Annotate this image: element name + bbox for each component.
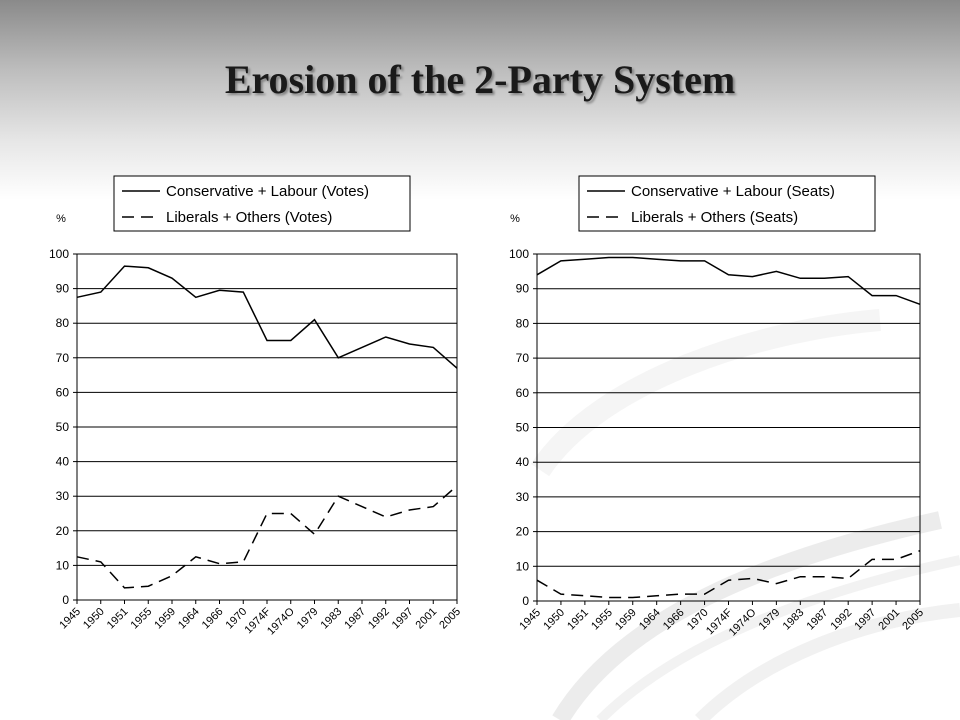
x-tick-label: 1974O <box>727 606 759 638</box>
x-tick-label: 1945 <box>517 607 543 633</box>
x-tick-label: 1951 <box>565 607 591 633</box>
x-tick-label: 1966 <box>661 607 687 633</box>
y-tick-label: 70 <box>56 351 70 365</box>
y-tick-label: 30 <box>516 490 530 504</box>
y-tick-label: 10 <box>56 558 70 572</box>
x-tick-label: 1983 <box>781 607 807 633</box>
slide-title: Erosion of the 2-Party System <box>224 57 736 102</box>
y-tick-label: 90 <box>56 282 70 296</box>
y-tick-label: 20 <box>516 525 530 539</box>
x-tick-label: 1997 <box>852 607 878 633</box>
series-line-2 <box>76 485 458 589</box>
legend-label-1: Conservative + Labour (Votes) <box>166 183 369 200</box>
x-tick-label: 1959 <box>613 607 639 633</box>
legend-box <box>578 175 876 232</box>
x-tick-label: 1987 <box>805 607 831 633</box>
y-tick-label: 90 <box>516 282 530 296</box>
y-tick-label: 40 <box>516 455 530 469</box>
y-tick-label: 100 <box>49 247 69 261</box>
y-tick-label: 80 <box>516 316 530 330</box>
series-line-2 <box>536 549 921 599</box>
legend-label-2: Liberals + Others (Votes) <box>166 209 332 226</box>
y-tick-label: 70 <box>516 351 530 365</box>
x-tick-label: 1992 <box>829 607 855 633</box>
y-tick-label: 0 <box>522 594 529 608</box>
legend-box <box>113 175 411 232</box>
x-tick-label: 1955 <box>589 607 615 633</box>
y-tick-label: 0 <box>62 593 69 607</box>
legend-label-1: Conservative + Labour (Seats) <box>631 183 835 200</box>
y-tick-label: 80 <box>56 316 70 330</box>
y-axis-label: % <box>510 213 520 225</box>
y-tick-label: 20 <box>56 524 70 538</box>
y-axis-label: % <box>56 213 66 225</box>
x-tick-label: 1950 <box>541 607 567 633</box>
x-tick-label: 2001 <box>876 607 902 633</box>
legend-label-2: Liberals + Others (Seats) <box>631 209 798 226</box>
y-tick-label: 10 <box>516 559 530 573</box>
x-tick-label: 1979 <box>757 607 783 633</box>
y-tick-label: 50 <box>516 421 530 435</box>
y-tick-label: 30 <box>56 489 70 503</box>
x-tick-label: 1964 <box>637 607 663 633</box>
y-tick-label: 100 <box>509 247 529 261</box>
series-line-1 <box>76 265 458 369</box>
y-tick-label: 40 <box>56 455 70 469</box>
series-line-1 <box>536 256 921 306</box>
y-tick-label: 60 <box>516 386 530 400</box>
y-tick-label: 50 <box>56 420 70 434</box>
x-tick-label: 2005 <box>900 607 926 633</box>
y-tick-label: 60 <box>56 385 70 399</box>
